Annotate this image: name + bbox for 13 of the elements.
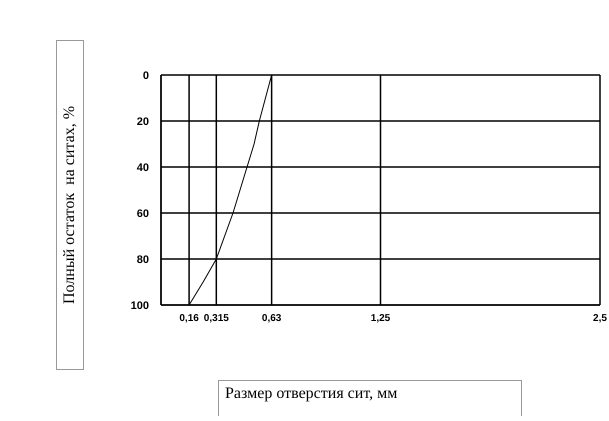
y-axis-title: Полный остаток на ситах, % <box>61 106 79 304</box>
y-tick-label: 20 <box>136 116 149 128</box>
x-tick-label: 0,315 <box>204 313 230 324</box>
x-tick-label: 1,25 <box>370 313 391 324</box>
y-tick-label: 0 <box>142 70 149 82</box>
y-tick-label: 60 <box>136 208 149 220</box>
y-tick-label: 100 <box>130 300 149 312</box>
x-tick-label: 0,16 <box>179 313 200 324</box>
y-tick-label: 40 <box>136 162 149 174</box>
x-tick-label: 0,63 <box>262 313 282 324</box>
x-axis-title: Размер отверстия сит, мм <box>218 380 522 416</box>
y-tick-label: 80 <box>136 254 149 266</box>
x-tick-label: 2,5 <box>593 313 608 324</box>
